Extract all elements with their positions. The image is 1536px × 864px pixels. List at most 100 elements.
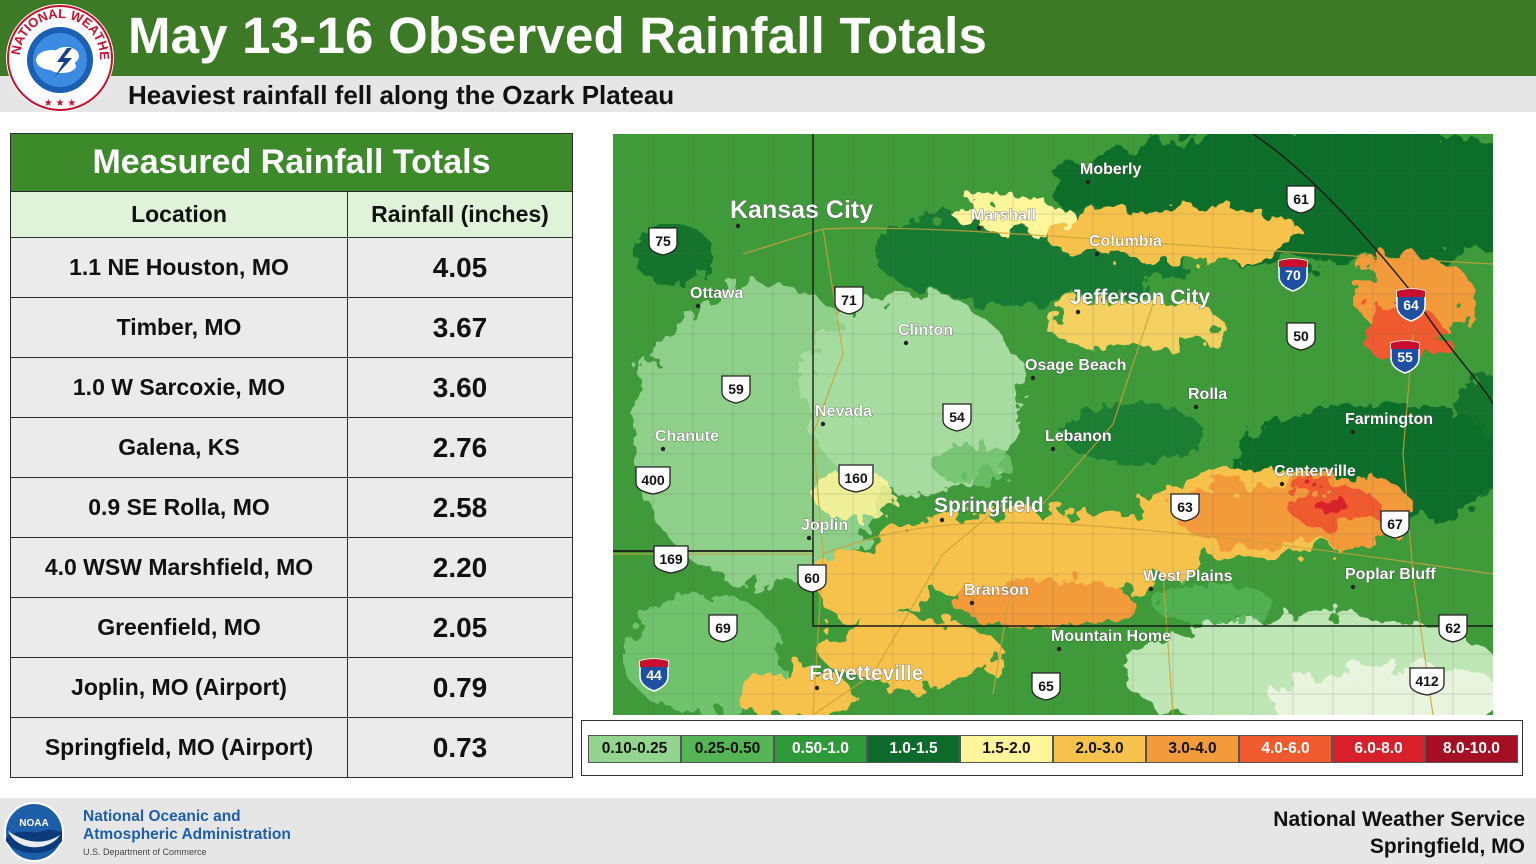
interstate-shield: 70 — [1278, 258, 1308, 292]
table-row: 4.0 WSW Marshfield, MO 2.20 — [10, 537, 573, 598]
route-number: 412 — [1415, 673, 1439, 689]
rainfall-cell: 2.20 — [347, 537, 573, 598]
table-row: Greenfield, MO 2.05 — [10, 597, 573, 658]
route-number: 60 — [804, 570, 820, 586]
city-dot — [939, 517, 945, 523]
city-dot — [695, 303, 701, 309]
page-title: May 13-16 Observed Rainfall Totals — [128, 7, 988, 64]
city-label: Jefferson City — [1070, 286, 1210, 309]
table-row: 1.1 NE Houston, MO 4.05 — [10, 237, 573, 298]
noaa-department: U.S. Department of Commerce — [83, 847, 207, 857]
legend-swatch: 3.0-4.0 — [1146, 735, 1239, 763]
interstate-shield: 64 — [1396, 288, 1426, 322]
route-number: 50 — [1293, 328, 1309, 344]
city-label: Marshall — [971, 207, 1036, 224]
rainfall-cell: 2.58 — [347, 477, 573, 538]
page-subtitle: Heaviest rainfall fell along the Ozark P… — [128, 80, 675, 110]
city-label: Clinton — [898, 322, 953, 339]
route-number: 70 — [1285, 267, 1301, 283]
city-dot — [735, 223, 741, 229]
city-dot — [903, 340, 909, 346]
city-dot — [969, 600, 975, 606]
route-number: 69 — [715, 620, 731, 636]
city-label: West Plains — [1143, 568, 1233, 585]
city-dot — [1056, 646, 1062, 652]
rainfall-table: Measured Rainfall Totals Location Rainfa… — [10, 133, 573, 778]
city-label: Rolla — [1188, 386, 1227, 403]
city-dot — [1350, 584, 1356, 590]
city-dot — [1279, 481, 1285, 487]
city-dot — [1350, 429, 1356, 435]
legend-swatch: 1.0-1.5 — [867, 735, 960, 763]
route-number: 62 — [1445, 620, 1461, 636]
location-cell: Springfield, MO (Airport) — [10, 717, 348, 778]
us-route-shield: 65 — [1031, 672, 1061, 701]
us-route-shield: 60 — [797, 564, 827, 593]
us-route-shield: 50 — [1286, 322, 1316, 351]
city-label: Fayetteville — [809, 662, 923, 685]
us-route-shield: 75 — [648, 227, 678, 256]
legend-swatch: 8.0-10.0 — [1425, 735, 1518, 763]
table-row: Timber, MO 3.67 — [10, 297, 573, 358]
city-label: Osage Beach — [1025, 357, 1126, 374]
location-cell: 4.0 WSW Marshfield, MO — [10, 537, 348, 598]
table-title: Measured Rainfall Totals — [10, 133, 573, 192]
noaa-name-line1: National Oceanic and — [83, 808, 241, 825]
nws-logo: NATIONAL WEATHER SERVICE ★ ★ ★ — [4, 2, 114, 112]
route-number: 71 — [841, 292, 857, 308]
route-number: 67 — [1387, 516, 1403, 532]
us-route-shield: 67 — [1380, 510, 1410, 539]
city-dot — [660, 446, 666, 452]
city-dot — [1148, 586, 1154, 592]
route-number: 64 — [1403, 297, 1419, 313]
location-cell: Timber, MO — [10, 297, 348, 358]
city-dot — [1075, 309, 1081, 315]
city-dot — [820, 421, 826, 427]
rainfall-cell: 2.05 — [347, 597, 573, 658]
legend-swatch: 6.0-8.0 — [1332, 735, 1425, 763]
location-cell: 1.1 NE Houston, MO — [10, 237, 348, 298]
table-row: 1.0 W Sarcoxie, MO 3.60 — [10, 357, 573, 418]
legend-swatch: 0.50-1.0 — [774, 735, 867, 763]
legend-swatch: 0.10-0.25 — [588, 735, 681, 763]
legend-swatch: 2.0-3.0 — [1053, 735, 1146, 763]
city-dot — [1193, 404, 1199, 410]
city-labels: Kansas City Moberly Marshall Columbia Ottawa… — [655, 161, 1437, 691]
rainfall-cell: 0.79 — [347, 657, 573, 718]
route-number: 54 — [949, 409, 965, 425]
rainfall-cell: 3.67 — [347, 297, 573, 358]
rainfall-legend: 0.10-0.25 0.25-0.50 0.50-1.0 1.0-1.5 1.5-2.0… — [581, 720, 1523, 776]
city-label: Farmington — [1345, 411, 1433, 428]
location-cell: Joplin, MO (Airport) — [10, 657, 348, 718]
location-cell: Greenfield, MO — [10, 597, 348, 658]
city-dot — [976, 225, 982, 231]
city-label: Springfield — [934, 494, 1044, 517]
route-number: 65 — [1038, 678, 1054, 694]
us-route-shield: 400 — [635, 466, 671, 495]
city-label: Joplin — [801, 517, 848, 534]
rainfall-cell: 4.05 — [347, 237, 573, 298]
legend-swatch: 4.0-6.0 — [1239, 735, 1332, 763]
route-number: 59 — [728, 381, 744, 397]
route-number: 160 — [844, 470, 868, 486]
us-route-shield: 160 — [838, 464, 874, 493]
city-label: Poplar Bluff — [1345, 566, 1436, 583]
location-cell: 0.9 SE Rolla, MO — [10, 477, 348, 538]
us-route-shield: 412 — [1409, 667, 1445, 696]
location-cell: 1.0 W Sarcoxie, MO — [10, 357, 348, 418]
route-number: 75 — [655, 233, 671, 249]
us-route-shield: 62 — [1438, 614, 1468, 643]
table-row: Joplin, MO (Airport) 0.79 — [10, 657, 573, 718]
city-label: Lebanon — [1045, 428, 1112, 445]
subtitle-bar — [0, 76, 1536, 112]
location-cell: Galena, KS — [10, 417, 348, 478]
footer-bar — [0, 798, 1536, 864]
route-number: 44 — [646, 667, 662, 683]
rainfall-cell: 2.76 — [347, 417, 573, 478]
legend-swatch: 0.25-0.50 — [681, 735, 774, 763]
table-row: Springfield, MO (Airport) 0.73 — [10, 717, 573, 778]
city-label: Ottawa — [690, 285, 743, 302]
office-location: Springfield, MO — [1369, 835, 1525, 858]
city-dot — [1050, 446, 1056, 452]
us-route-shield: 63 — [1170, 493, 1200, 522]
